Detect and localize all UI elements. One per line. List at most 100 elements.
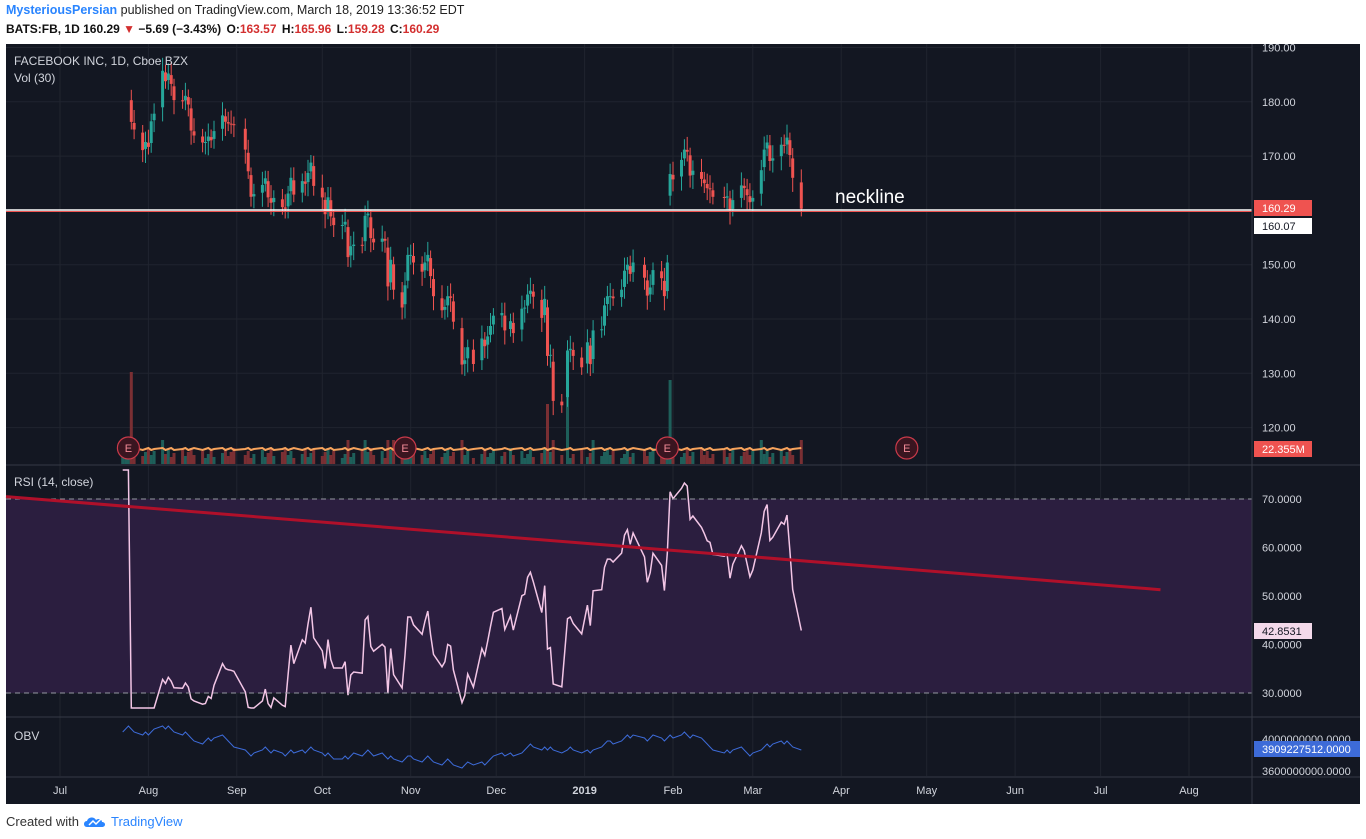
candle-body bbox=[648, 287, 652, 295]
volume-bar bbox=[146, 448, 150, 464]
volume-bar bbox=[568, 458, 572, 464]
candle-body bbox=[312, 166, 316, 186]
volume-bar bbox=[500, 456, 504, 464]
created-with-text: Created with bbox=[6, 814, 79, 829]
down-arrow-icon: ▼ bbox=[123, 22, 136, 36]
x-tick-label: Oct bbox=[314, 785, 331, 797]
x-tick-label: Nov bbox=[401, 785, 421, 797]
candle-body bbox=[172, 86, 176, 101]
volume-bar bbox=[181, 449, 185, 464]
candle-body bbox=[660, 271, 664, 279]
neckline-price-badge-box bbox=[1254, 218, 1312, 234]
candle-body bbox=[183, 95, 187, 101]
obv-line bbox=[122, 725, 802, 769]
candle-body bbox=[762, 149, 766, 168]
volume-bar bbox=[511, 455, 515, 464]
candle-body bbox=[591, 330, 595, 359]
volume-bar bbox=[520, 451, 524, 464]
volume-bar bbox=[759, 440, 763, 464]
volume-bar bbox=[751, 451, 755, 464]
volume-bar bbox=[660, 455, 664, 464]
candle-body bbox=[409, 254, 413, 256]
rsi-band bbox=[6, 499, 1252, 693]
volume-bar bbox=[523, 458, 527, 464]
volume-bar bbox=[711, 454, 715, 464]
candle-body bbox=[580, 357, 584, 368]
x-tick-label: 2019 bbox=[572, 785, 596, 797]
volume-bar bbox=[266, 453, 270, 464]
candle-body bbox=[705, 184, 709, 189]
author-link[interactable]: MysteriousPersian bbox=[6, 3, 118, 17]
candle-body bbox=[203, 142, 207, 143]
candle-body bbox=[611, 296, 615, 299]
candle-body bbox=[360, 244, 364, 246]
volume-bar bbox=[731, 449, 735, 464]
volume-bar bbox=[779, 449, 783, 464]
volume-bar bbox=[509, 448, 512, 464]
price-tick-label: 130.00 bbox=[1262, 368, 1296, 380]
ohlc-legend: BATS:FB, 1D 160.29 ▼ −5.69 (−3.43%) O:16… bbox=[6, 22, 439, 36]
candle-body bbox=[249, 175, 253, 197]
candle-body bbox=[246, 152, 250, 172]
candle-body bbox=[141, 132, 145, 151]
candle-body bbox=[223, 116, 227, 122]
volume-bar bbox=[283, 448, 287, 464]
volume-bar bbox=[309, 453, 313, 464]
volume-bar bbox=[648, 452, 652, 464]
volume-bar bbox=[560, 455, 564, 464]
candle-body bbox=[320, 187, 324, 198]
candle-body bbox=[181, 100, 185, 102]
high-value: 165.96 bbox=[294, 22, 332, 36]
last-price-badge: 160.29 bbox=[1262, 203, 1296, 215]
candle-body bbox=[129, 100, 133, 122]
volume-bar bbox=[691, 452, 695, 464]
volume-bar bbox=[412, 448, 415, 464]
candle-body bbox=[429, 258, 433, 277]
volume-bar bbox=[739, 456, 743, 464]
candle-body bbox=[779, 144, 783, 157]
x-tick-label: Dec bbox=[486, 785, 506, 797]
candle-body bbox=[605, 296, 609, 304]
candle-body bbox=[306, 172, 310, 183]
earnings-marker-label: E bbox=[125, 443, 132, 455]
price-tick-label: 190.00 bbox=[1262, 43, 1296, 55]
volume-bar bbox=[451, 452, 455, 464]
candle-body bbox=[166, 73, 170, 80]
candle-body bbox=[443, 307, 447, 310]
candle-body bbox=[252, 194, 256, 197]
last-price-badge-box bbox=[1254, 200, 1312, 216]
volume-bar bbox=[392, 440, 396, 464]
volume-bar bbox=[600, 456, 604, 464]
volume-bar bbox=[623, 454, 626, 464]
candle-body bbox=[585, 342, 589, 364]
candle-body bbox=[389, 259, 393, 283]
candle-body bbox=[144, 142, 147, 149]
rsi-panel-title: RSI (14, close) bbox=[14, 475, 93, 489]
candle-body bbox=[380, 238, 384, 242]
candle-body bbox=[292, 180, 296, 195]
candle-body bbox=[132, 123, 136, 130]
volume-bar bbox=[785, 452, 789, 464]
candle-body bbox=[728, 198, 732, 211]
candle-body bbox=[386, 247, 390, 287]
tradingview-link[interactable]: TradingView bbox=[110, 814, 183, 829]
candle-body bbox=[759, 170, 763, 194]
rsi-tick-label: 50.0000 bbox=[1262, 591, 1302, 603]
candle-body bbox=[771, 158, 775, 161]
candle-body bbox=[543, 298, 547, 316]
volume-bar bbox=[503, 452, 507, 464]
candle-body bbox=[423, 262, 427, 271]
x-tick-label: Sep bbox=[227, 785, 247, 797]
candle-body bbox=[146, 142, 150, 147]
candle-body bbox=[625, 264, 629, 270]
volume-bar bbox=[486, 457, 490, 464]
candle-body bbox=[483, 339, 487, 347]
candle-body bbox=[548, 354, 552, 356]
candle-body bbox=[623, 270, 626, 287]
candle-body bbox=[340, 225, 344, 226]
rsi-tick-label: 60.0000 bbox=[1262, 543, 1302, 555]
volume-bar bbox=[203, 458, 207, 464]
volume-bar bbox=[551, 440, 555, 464]
candle-body bbox=[731, 200, 735, 209]
